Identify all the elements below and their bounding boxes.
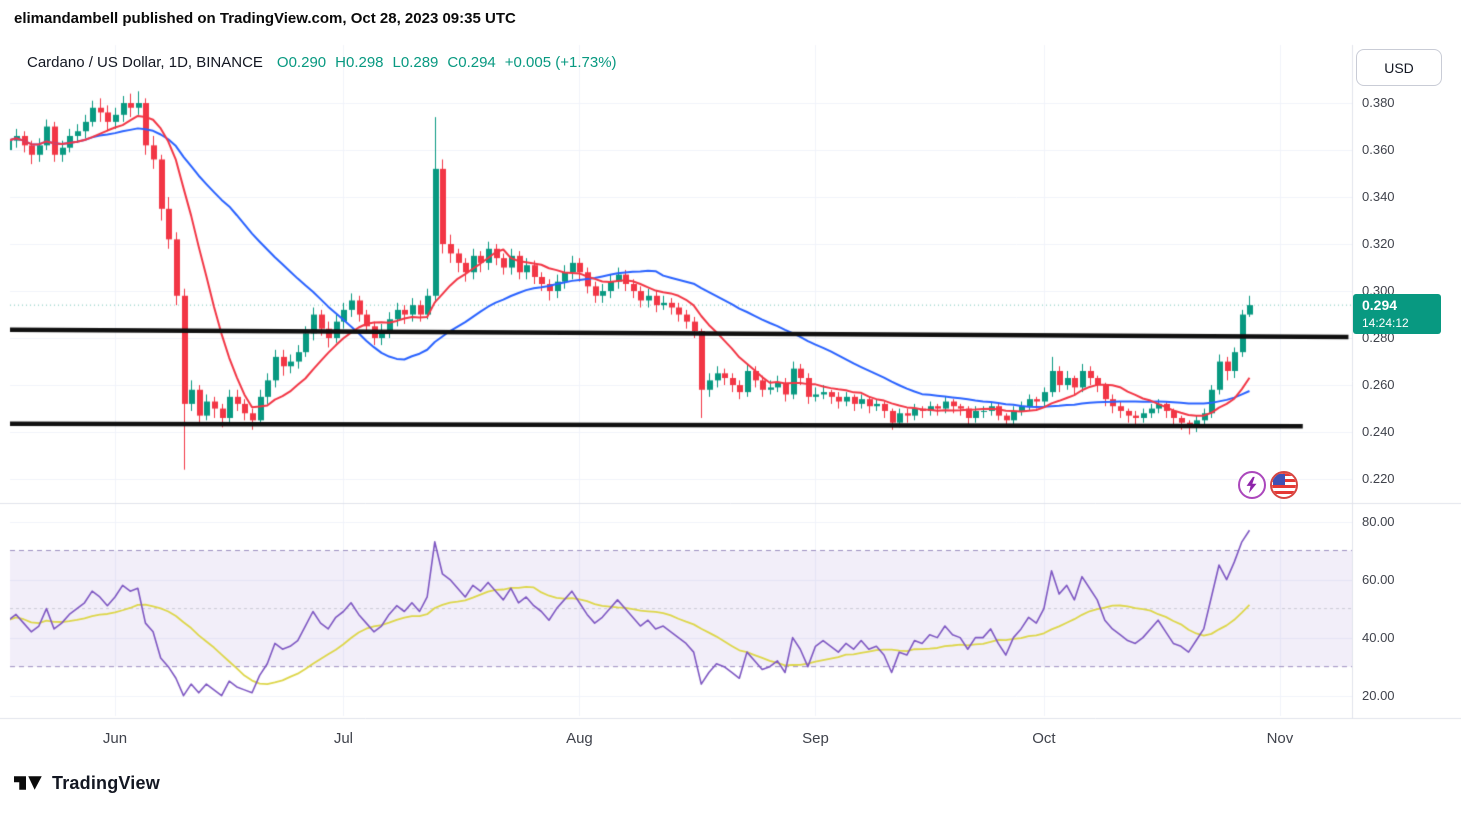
time-tick-label: Aug xyxy=(566,730,593,747)
rsi-axis[interactable]: 80.00 60.00 40.00 20.00 xyxy=(1352,507,1461,716)
ohlc-close: C0.294 xyxy=(447,54,496,71)
price-tick-label: 0.220 xyxy=(1362,471,1395,487)
rsi-tick-label: 60.00 xyxy=(1362,571,1395,587)
time-axis[interactable]: Jun Jul Aug Sep Oct Nov xyxy=(0,718,1461,756)
price-tick-label: 0.340 xyxy=(1362,189,1395,205)
ohlc-low: L0.289 xyxy=(392,54,439,71)
price-tick-label: 0.380 xyxy=(1362,95,1395,111)
lightning-icon xyxy=(1246,476,1257,494)
publish-header: elimandambell published on TradingView.c… xyxy=(14,10,516,27)
price-tick-label: 0.260 xyxy=(1362,377,1395,393)
time-tick-label: Jul xyxy=(333,730,353,747)
us-flag-canton xyxy=(1273,474,1285,485)
currency-button[interactable]: USD xyxy=(1356,49,1442,86)
currency-button-label: USD xyxy=(1384,59,1414,76)
time-tick-label: Sep xyxy=(802,730,829,747)
price-tick-label: 0.360 xyxy=(1362,142,1395,158)
rsi-tick-label: 20.00 xyxy=(1362,687,1395,703)
rsi-tick-label: 40.00 xyxy=(1362,629,1395,645)
brand-text: TradingView xyxy=(52,772,160,793)
price-tick-label: 0.320 xyxy=(1362,236,1395,252)
last-price-value: 0.294 xyxy=(1362,297,1398,314)
lightning-badge xyxy=(1238,471,1266,499)
us-flag-badge xyxy=(1270,471,1298,499)
ohlc-change: +0.005 (+1.73%) xyxy=(504,54,617,71)
time-tick-label: Oct xyxy=(1032,730,1056,747)
bar-countdown: 14:24:12 xyxy=(1362,316,1409,331)
brand-footer: TradingView xyxy=(14,772,160,794)
rsi-tick-label: 80.00 xyxy=(1362,513,1395,529)
price-tick-label: 0.240 xyxy=(1362,424,1395,440)
last-price-badge: 0.294 14:24:12 xyxy=(1353,294,1441,335)
symbol-title: Cardano / US Dollar, 1D, BINANCE xyxy=(27,54,263,71)
time-tick-label: Jun xyxy=(102,730,128,747)
tradingview-logo-icon xyxy=(14,776,42,790)
symbol-legend: Cardano / US Dollar, 1D, BINANCE O0.290 H0… xyxy=(27,54,626,71)
ohlc-high: H0.298 xyxy=(335,54,384,71)
price-axis[interactable]: 0.380 0.360 0.340 0.320 0.300 0.280 0.260 0.240… xyxy=(1352,45,1461,500)
time-tick-label: Nov xyxy=(1266,730,1294,747)
ohlc-open: O0.290 xyxy=(276,54,327,71)
